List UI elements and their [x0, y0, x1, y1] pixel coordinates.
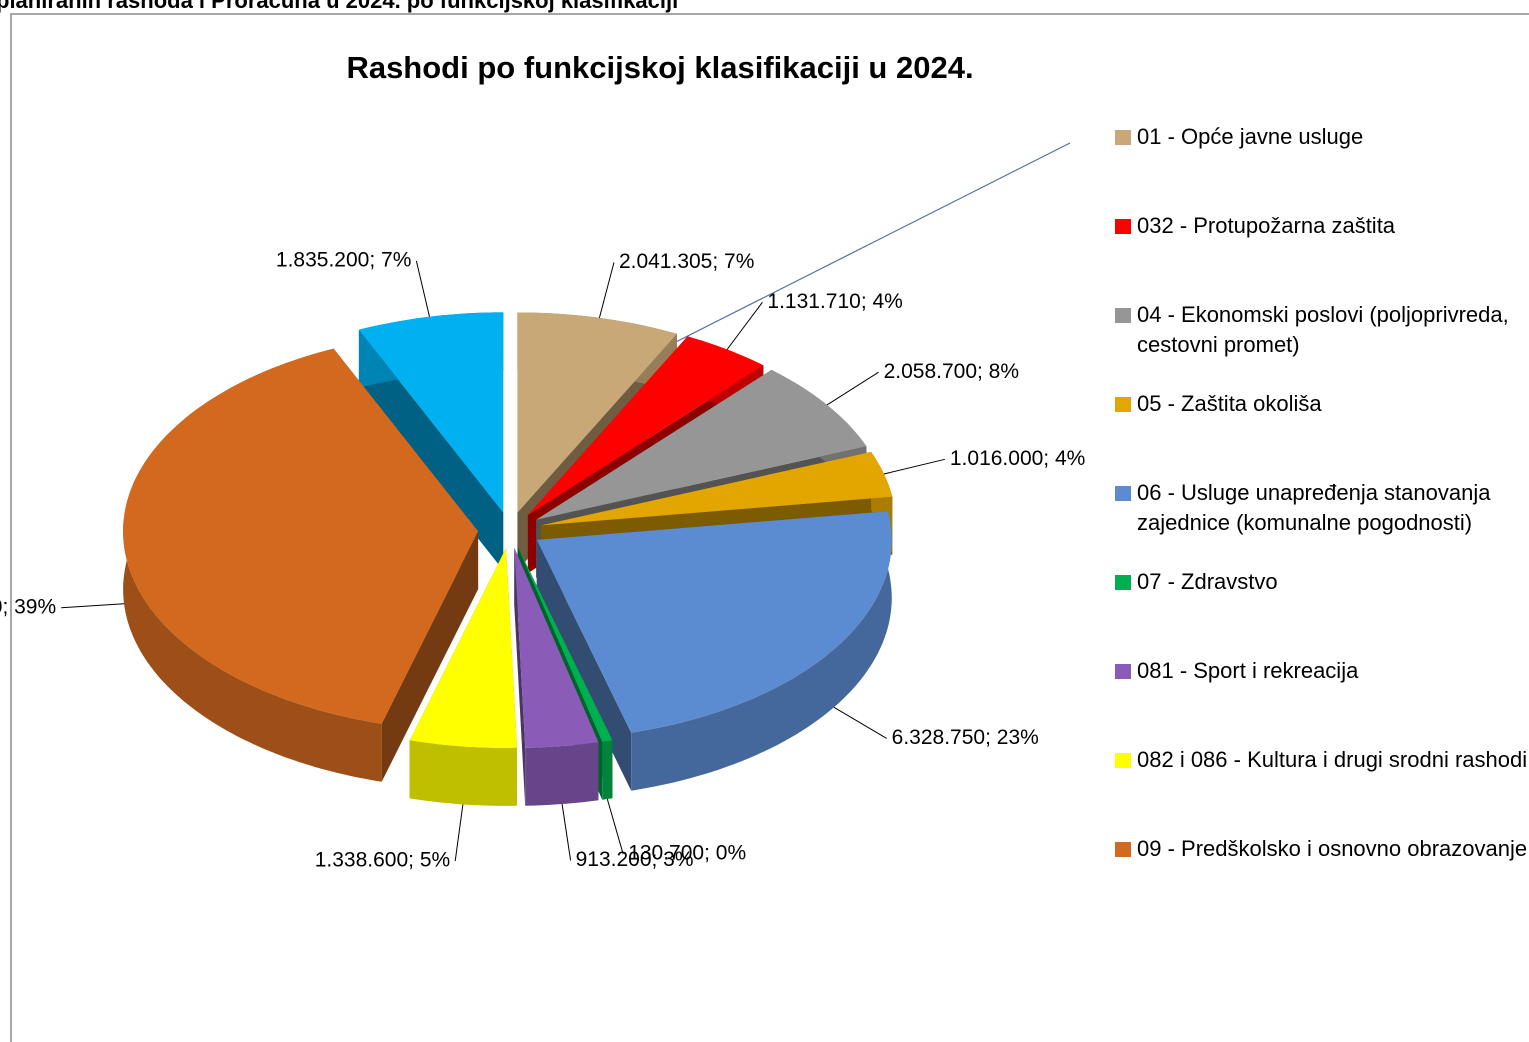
data-label: 913.200; 3%	[576, 848, 694, 871]
leader-line	[598, 262, 615, 319]
slice-wall	[525, 742, 599, 806]
leader-line	[883, 458, 946, 475]
data-label: 1.835.200; 7%	[276, 249, 411, 272]
data-label: 1.338.600; 5%	[315, 849, 450, 872]
legend-entry: 082 i 086 - Kultura i drugi srodni rasho…	[1115, 745, 1529, 775]
slice	[527, 336, 764, 516]
slice-wall	[409, 740, 517, 806]
data-label: 2.058.700; 8%	[884, 360, 1019, 383]
leader-line	[826, 371, 879, 406]
slice	[123, 348, 479, 724]
leader-line	[454, 804, 464, 862]
leader-line	[833, 706, 887, 739]
legend-entry: 09 - Predškolsko i osnovno obrazovanje	[1115, 834, 1529, 864]
slice-wall	[602, 740, 613, 800]
legend-swatch	[1115, 130, 1131, 145]
legend-entry: 05 - Zaštita okoliša	[1115, 389, 1529, 419]
chart-title: Rashodi po funkcijskoj klasifikaciji u 2…	[346, 50, 973, 85]
legend-swatch	[1115, 486, 1131, 501]
legend-label: 081 - Sport i rekreacija	[1137, 658, 1359, 683]
slice-side	[358, 329, 504, 571]
legend-entry: 01 - Opće javne usluge	[1115, 122, 1529, 152]
legend-label: 06 - Usluge unapređenja stanovanja zajed…	[1137, 480, 1491, 535]
data-label: 130.700; 0%	[628, 842, 746, 865]
slice	[409, 547, 517, 748]
legend-swatch	[1115, 219, 1131, 234]
legend-label: 01 - Opće javne usluge	[1137, 124, 1364, 149]
legend-entry: 06 - Usluge unapređenja stanovanja zajed…	[1115, 478, 1529, 538]
legend-label: 04 - Ekonomski poslovi (poljoprivreda, c…	[1137, 302, 1509, 357]
slice	[517, 312, 677, 513]
caption: planiranih rashoda i Proračuna u 2024. p…	[0, 0, 678, 13]
leader-line	[415, 260, 430, 317]
slice-side	[381, 531, 479, 782]
data-label: 1.131.710; 4%	[767, 290, 902, 313]
slice	[518, 547, 613, 742]
legend-swatch	[1115, 753, 1131, 768]
chart-frame	[10, 13, 1529, 1042]
slice	[358, 312, 504, 513]
arrow	[655, 142, 1071, 353]
legend-label: 032 - Protupožarna zaštita	[1137, 213, 1396, 238]
legend-entry: 081 - Sport i rekreacija	[1115, 656, 1529, 686]
legend-swatch	[1115, 575, 1131, 590]
leader-line	[726, 302, 763, 350]
legend-swatch	[1115, 397, 1131, 412]
legend-entry: 07 - Zdravstvo	[1115, 567, 1529, 597]
slice-side	[514, 547, 526, 806]
legend-label: 05 - Zaštita okoliša	[1137, 391, 1322, 416]
pie	[61, 260, 946, 862]
slice-side	[536, 539, 632, 791]
leader-line	[561, 803, 572, 861]
slice	[514, 547, 599, 748]
data-label: 2.041.305; 7%	[619, 250, 754, 273]
legend-swatch	[1115, 842, 1131, 857]
slice-wall	[631, 511, 892, 791]
slice	[536, 511, 892, 733]
slice	[540, 451, 893, 526]
leader-line	[61, 603, 125, 609]
data-label: 10.716.100; 39%	[0, 595, 56, 618]
legend-label: 07 - Zdravstvo	[1137, 569, 1278, 594]
legend-label: 09 - Predškolsko i osnovno obrazovanje	[1137, 836, 1528, 861]
legend-swatch	[1115, 664, 1131, 679]
leader-line	[606, 798, 624, 855]
legend-label: 082 i 086 - Kultura i drugi srodni rasho…	[1137, 747, 1528, 772]
slice	[536, 369, 867, 520]
data-label: 1.016.000; 4%	[950, 447, 1085, 470]
legend-swatch	[1115, 308, 1131, 323]
data-label: 6.328.750; 23%	[892, 726, 1039, 749]
legend-entry: 032 - Protupožarna zaštita	[1115, 211, 1529, 241]
legend-entry: 04 - Ekonomski poslovi (poljoprivreda, c…	[1115, 300, 1529, 360]
